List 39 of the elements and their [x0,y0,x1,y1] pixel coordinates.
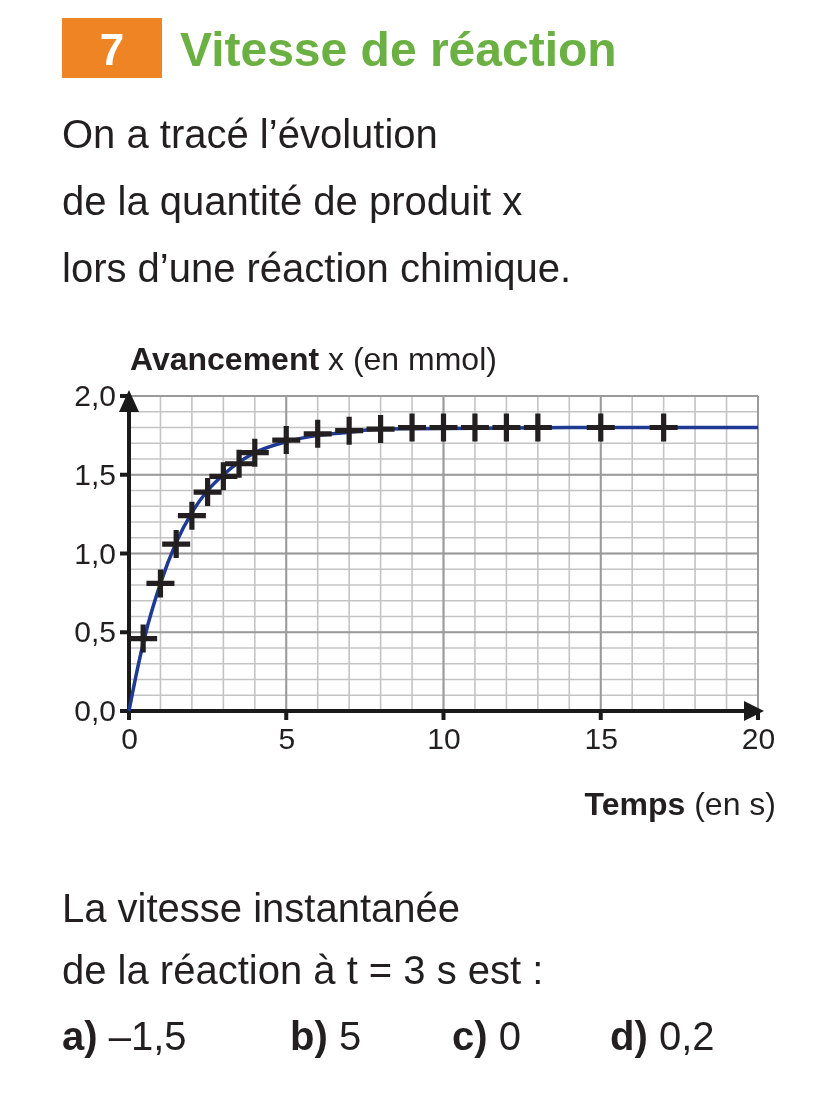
point [272,426,301,455]
point [429,413,458,442]
point [586,413,615,442]
point [129,624,158,653]
point [523,413,552,442]
text: d) 0,2 [610,1014,715,1058]
point [303,419,332,448]
y-tick-label: 0,5 [74,615,116,649]
point [209,462,238,491]
y-tick-label: 0,0 [74,694,116,728]
point [193,478,222,507]
x-axis-title: Temps (en s) [584,786,776,822]
point [492,413,521,442]
point [366,415,395,444]
point [398,413,427,442]
point [335,416,364,445]
x-tick-label: 0 [121,722,138,755]
chart-subtitle: On a tracé l’évolution de la quantité de produit x lors d’une réaction chimique. [62,112,572,290]
point [177,501,206,530]
x-tick-label: 20 [741,722,776,755]
y-tick-label: 2,0 [74,379,116,413]
point [240,438,269,467]
point [146,569,175,598]
point [460,413,489,442]
point [162,530,191,559]
x-tick-label: 5 [278,722,296,755]
text: 7 [99,25,125,74]
text: La vitesse instantanée de la réaction à t = 3 s est : [62,886,544,992]
text: c) 0 [452,1014,521,1058]
x-tick-label: 15 [584,722,618,755]
x-tick-label: 10 [427,722,461,755]
point [649,413,678,442]
y-axis-title: Avancement x (en mmol) [130,341,497,377]
text: a) –1,5 [62,1014,187,1058]
point [225,449,254,478]
text: b) 5 [290,1014,362,1058]
chart-title: Vitesse de réaction [180,23,617,76]
y-tick-label: 1,0 [74,536,116,570]
y-tick-label: 1,5 [74,457,116,491]
